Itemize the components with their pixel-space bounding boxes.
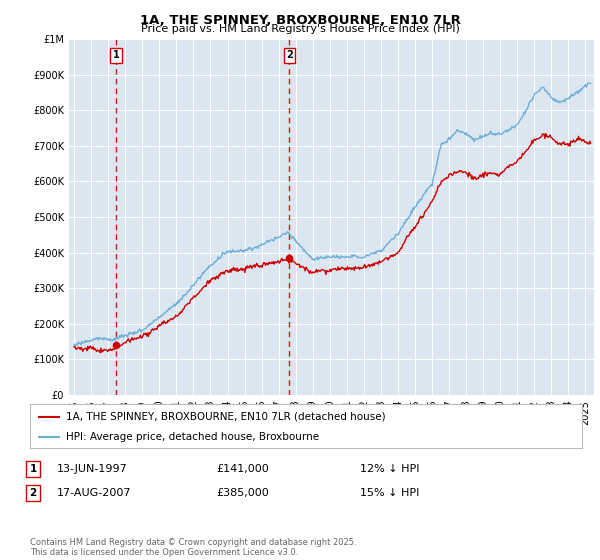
Text: 1: 1 [29,464,37,474]
Point [284,254,294,263]
Point [111,340,121,349]
Text: 1A, THE SPINNEY, BROXBOURNE, EN10 7LR: 1A, THE SPINNEY, BROXBOURNE, EN10 7LR [140,14,460,27]
Text: 13-JUN-1997: 13-JUN-1997 [57,464,128,474]
Text: Contains HM Land Registry data © Crown copyright and database right 2025.
This d: Contains HM Land Registry data © Crown c… [30,538,356,557]
Text: 1A, THE SPINNEY, BROXBOURNE, EN10 7LR (detached house): 1A, THE SPINNEY, BROXBOURNE, EN10 7LR (d… [66,412,386,422]
Text: 2: 2 [29,488,37,498]
Text: 12% ↓ HPI: 12% ↓ HPI [360,464,419,474]
Text: Price paid vs. HM Land Registry's House Price Index (HPI): Price paid vs. HM Land Registry's House … [140,24,460,34]
Text: 15% ↓ HPI: 15% ↓ HPI [360,488,419,498]
Text: £141,000: £141,000 [216,464,269,474]
Text: £385,000: £385,000 [216,488,269,498]
Text: 2: 2 [286,50,293,60]
Text: 1: 1 [112,50,119,60]
Text: HPI: Average price, detached house, Broxbourne: HPI: Average price, detached house, Brox… [66,432,319,442]
Text: 17-AUG-2007: 17-AUG-2007 [57,488,131,498]
